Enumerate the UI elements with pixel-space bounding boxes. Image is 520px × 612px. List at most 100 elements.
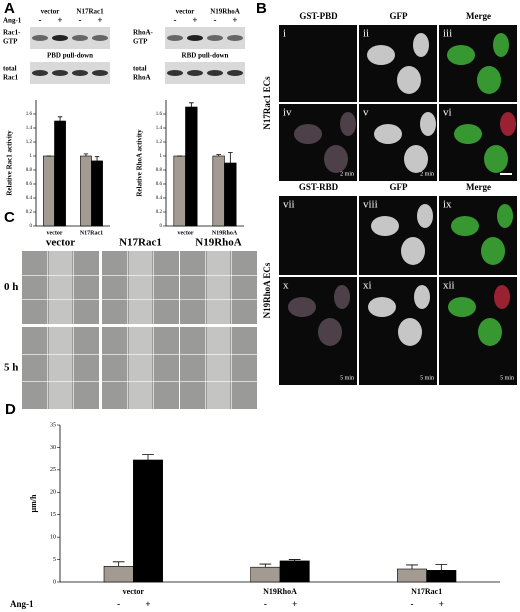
row-group-label: N17Rac1 ECs	[262, 76, 272, 130]
cell	[374, 124, 402, 144]
tile-label: xii	[443, 280, 455, 292]
bar	[54, 120, 66, 227]
error-bar	[189, 102, 194, 107]
column-header: GFP	[390, 182, 408, 192]
blot-label: total	[133, 65, 147, 73]
y-tick-label: 1.2	[26, 140, 33, 145]
cell	[481, 237, 505, 265]
cell	[404, 145, 428, 173]
treatment-label: Ang-1	[10, 599, 34, 609]
y-axis-title: Relative RhoA activity	[136, 129, 144, 197]
y-tick-label: 1.4	[26, 126, 33, 131]
cell	[371, 216, 399, 236]
column-header: N17Rac1	[119, 237, 162, 249]
treatment-sign: -	[264, 599, 267, 609]
cell	[294, 124, 322, 144]
blot-label: GTP	[133, 38, 148, 46]
bar	[212, 155, 225, 227]
y-tick-label: 10	[50, 535, 56, 541]
cell	[500, 112, 516, 136]
band	[52, 35, 68, 41]
wound-gap	[206, 327, 231, 409]
x-tick-label: N17Rac1	[80, 230, 103, 236]
band	[32, 35, 48, 41]
band	[207, 35, 223, 41]
x-tick-label: vector	[178, 230, 194, 236]
cell	[451, 216, 479, 236]
error-bar	[83, 153, 89, 156]
bar	[91, 160, 103, 227]
cell	[367, 45, 395, 65]
column-header: GST-RBD	[299, 182, 339, 192]
tile-label: iv	[283, 107, 292, 119]
y-tick-label: 1.4	[156, 126, 163, 131]
cell	[448, 297, 476, 317]
y-tick-label: 1.6	[156, 112, 163, 117]
cell	[454, 124, 482, 144]
treatment-sign: +	[145, 599, 150, 609]
x-tick-label: vector	[47, 230, 63, 236]
blot-group: N17Rac1	[76, 8, 104, 16]
column-header: GFP	[390, 11, 408, 21]
blot	[30, 27, 110, 49]
y-tick-label: 0.8	[26, 168, 33, 173]
y-tick-label: 25	[50, 467, 56, 473]
error-bar	[259, 563, 272, 568]
column-header: N19RhoA	[195, 237, 242, 249]
wound-gap	[48, 251, 73, 324]
y-tick-label: 15	[50, 512, 56, 518]
blot-label: GTP	[3, 38, 18, 46]
band	[92, 70, 108, 76]
cell	[494, 285, 510, 309]
treatment-sign: +	[439, 599, 444, 609]
y-tick-label: 0.6	[156, 182, 163, 187]
column-header: Merge	[466, 11, 491, 21]
blot-sign: -	[174, 15, 177, 25]
error-bar	[142, 454, 154, 460]
y-tick-label: 35	[50, 422, 56, 428]
cell	[497, 204, 513, 228]
y-tick-label: 5	[53, 557, 56, 563]
x-tick-label: N17Rac1	[411, 587, 442, 596]
y-tick-label: 1.6	[26, 112, 33, 117]
blot-caption: RBD pull-down	[182, 52, 229, 60]
bar	[426, 570, 457, 583]
bar	[43, 155, 55, 227]
y-tick-label: 0.2	[156, 210, 163, 215]
bar	[224, 162, 237, 227]
panel-letter: C	[4, 209, 15, 226]
band	[72, 35, 88, 41]
bar	[173, 155, 186, 227]
y-tick-label: 1	[160, 154, 163, 159]
x-tick-label: N19RhoA	[263, 587, 297, 596]
cell	[401, 237, 425, 265]
row-label: 5 h	[4, 362, 18, 374]
panel-letter: B	[256, 0, 267, 17]
blot-sign: +	[57, 15, 62, 25]
x-tick-label: N19RhoA	[212, 230, 238, 236]
bar	[279, 560, 310, 583]
tile-label: ii	[363, 28, 369, 40]
band	[187, 70, 203, 76]
cell	[414, 285, 430, 309]
micrograph	[279, 196, 357, 275]
tile-time: 5 min	[500, 375, 514, 381]
error-bar	[112, 561, 125, 567]
cell	[493, 33, 509, 57]
y-tick-label: 30	[50, 445, 56, 451]
tile-label: viii	[363, 199, 378, 211]
y-tick-label: 0	[30, 224, 33, 229]
tile-label: vi	[443, 107, 452, 119]
blot-group: N19RhoA	[210, 8, 240, 16]
cell	[397, 66, 421, 94]
y-tick-label: 0.6	[26, 182, 33, 187]
row-group-label: N19RhoA ECs	[262, 262, 272, 318]
cell	[477, 66, 501, 94]
panel-letter: A	[4, 0, 15, 17]
cell	[368, 297, 396, 317]
blot	[30, 62, 110, 84]
bar	[133, 459, 163, 583]
band	[167, 70, 183, 76]
treatment-sign: -	[117, 599, 120, 609]
